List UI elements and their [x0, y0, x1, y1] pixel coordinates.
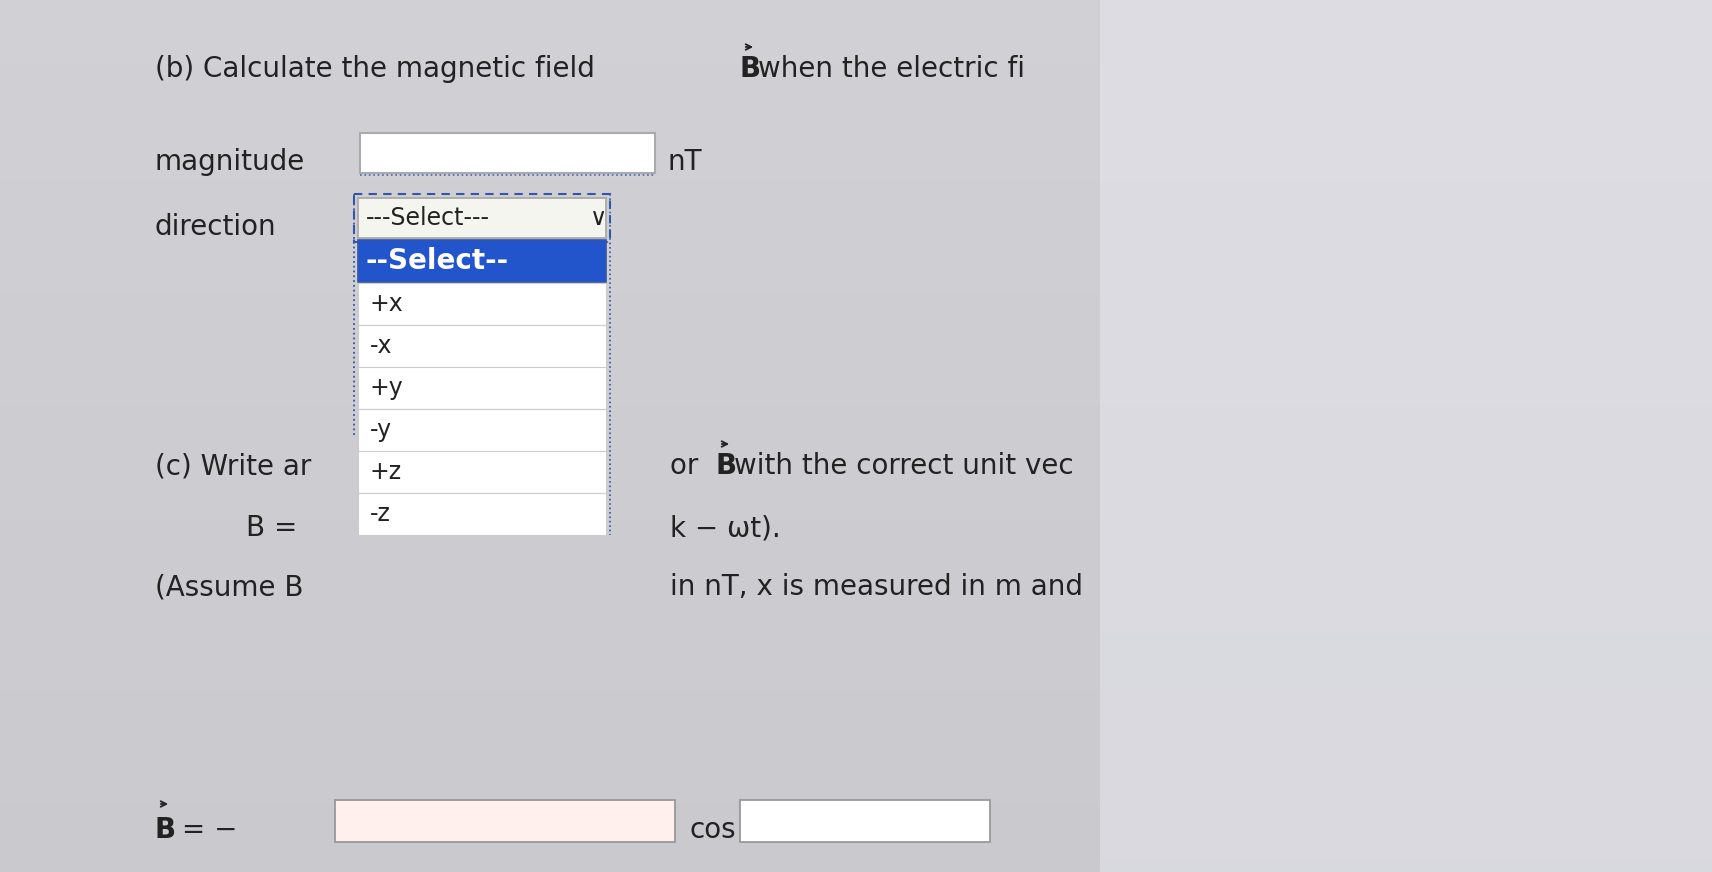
Bar: [740, 800, 990, 842]
Text: direction: direction: [156, 213, 277, 241]
Text: (Assume B: (Assume B: [156, 573, 303, 601]
Text: in nT, x is measured in m and: in nT, x is measured in m and: [669, 573, 1084, 601]
Text: (b) Calculate the magnetic field: (b) Calculate the magnetic field: [156, 55, 604, 83]
Text: magnitude: magnitude: [156, 148, 305, 176]
Bar: [360, 133, 656, 173]
Text: ---Select---: ---Select---: [366, 206, 490, 230]
Bar: [358, 493, 606, 535]
Bar: [358, 198, 606, 238]
Text: +z: +z: [370, 460, 402, 484]
Text: ∨: ∨: [591, 206, 608, 230]
Text: k − ωt).: k − ωt).: [669, 514, 781, 542]
Text: B: B: [740, 55, 762, 83]
Text: when the electric fi: when the electric fi: [758, 55, 1025, 83]
Text: -y: -y: [370, 418, 392, 442]
Text: with the correct unit vec: with the correct unit vec: [734, 452, 1073, 480]
Bar: [358, 451, 606, 493]
Bar: [354, 194, 609, 242]
Bar: [336, 800, 675, 842]
Text: = −: = −: [173, 816, 238, 844]
Text: +y: +y: [370, 376, 404, 400]
Text: -x: -x: [370, 334, 392, 358]
Bar: [358, 283, 606, 325]
Text: (c) Write ar: (c) Write ar: [156, 452, 312, 480]
Text: nT: nT: [668, 148, 702, 176]
Bar: [1101, 0, 1712, 872]
Text: -z: -z: [370, 502, 390, 526]
Text: cos: cos: [690, 816, 736, 844]
Bar: [358, 240, 606, 282]
Text: B: B: [156, 816, 176, 844]
Text: or: or: [669, 452, 707, 480]
Bar: [358, 409, 606, 451]
Bar: [358, 367, 606, 409]
Bar: [358, 325, 606, 367]
Text: --Select--: --Select--: [366, 247, 508, 275]
Text: +x: +x: [370, 292, 404, 316]
Text: B: B: [716, 452, 738, 480]
Text: B =: B =: [247, 514, 298, 542]
